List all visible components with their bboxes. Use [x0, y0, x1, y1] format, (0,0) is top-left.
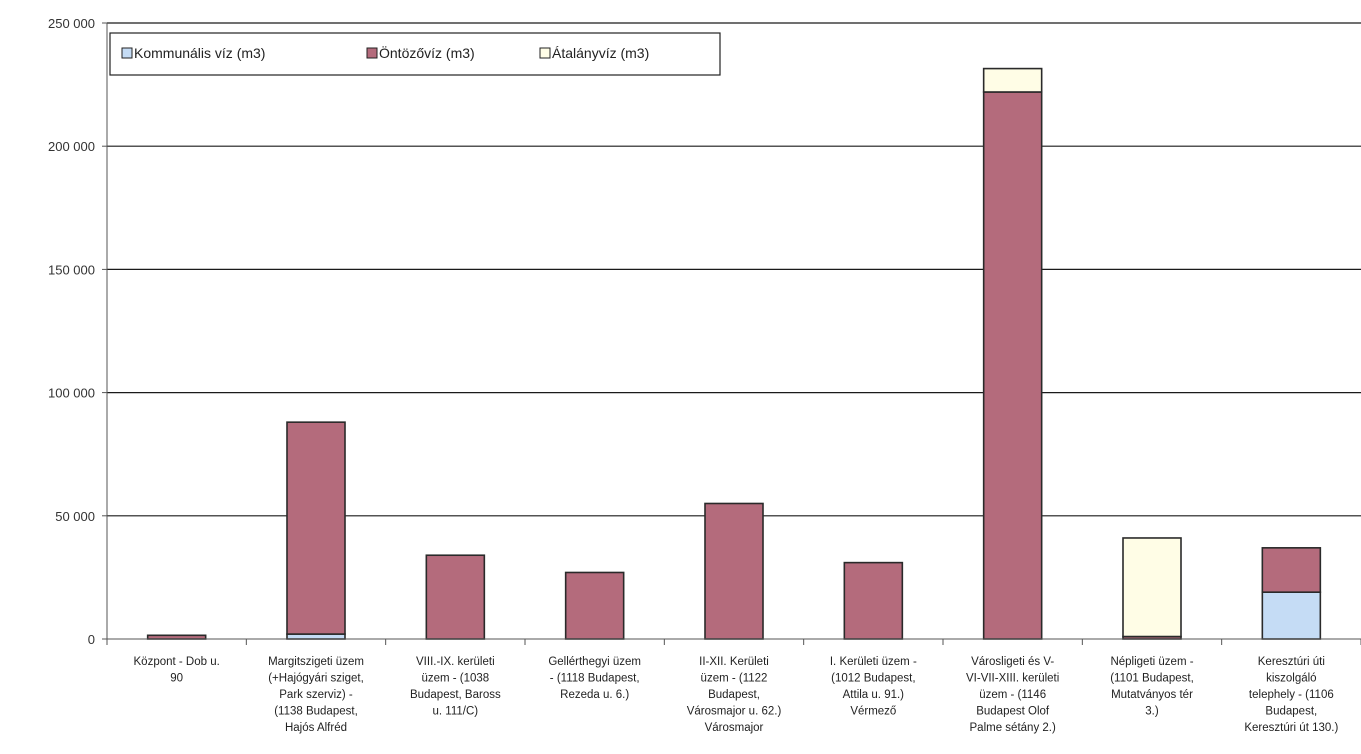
x-category-label-5: II-XII. Kerületi üzem - (1122 Budapest, Vár… — [687, 656, 782, 734]
bar-9-series-1 — [1261, 591, 1322, 640]
bar-3-series-2 — [425, 554, 486, 640]
legend-box — [109, 32, 721, 76]
legend: Kommunális víz (m3) Öntözővíz (m3) Átalány… — [109, 32, 721, 76]
x-category-label-7: Városligeti és V-VI-VII-XIII. kerületi üz… — [966, 656, 1059, 734]
x-category-label-3: VIII.-IX. kerületi üzem - (1038 Budapest, … — [410, 656, 501, 718]
y-tick-label-5: 250 000 — [48, 16, 95, 31]
y-tick-label-4: 200 000 — [48, 139, 95, 154]
bar-4-series-2 — [564, 571, 625, 640]
bar-2-series-2 — [286, 421, 346, 635]
bar-8-series-3 — [1122, 537, 1182, 638]
legend-swatch-2 — [366, 47, 378, 59]
x-category-labels: Központ - Dob u. 90 Margitszigeti üzem (+Ha… — [134, 656, 1339, 734]
axes — [102, 22, 1361, 645]
x-category-label-2: Margitszigeti üzem (+Hajógyári sziget, Par… — [268, 656, 364, 734]
bars — [146, 67, 1322, 640]
legend-label-1: Kommunális víz (m3) — [134, 45, 265, 61]
x-category-label-8: Népligeti üzem -(1101 Budapest, Mutatvány… — [1110, 656, 1194, 718]
y-tick-label-3: 150 000 — [48, 262, 95, 277]
legend-label-3: Átalányvíz (m3) — [552, 45, 649, 61]
x-category-label-6: I. Kerületi üzem -(1012 Budapest, Attila … — [830, 656, 917, 718]
bar-7-series-3 — [982, 67, 1043, 93]
y-tick-labels: 0 50 000 100 000 150 000 200 000 250 000 — [48, 16, 95, 647]
x-category-label-4: Gellérthegyi üzem - (1118 Budapest, Rezeda… — [548, 656, 641, 701]
y-tick-label-1: 50 000 — [55, 509, 95, 524]
legend-swatch-1 — [121, 47, 133, 59]
bar-5-series-2 — [704, 502, 764, 640]
bar-9-series-2 — [1261, 547, 1322, 593]
x-category-label-9: Keresztúri úti kiszolgáló telephely - (110… — [1244, 656, 1338, 734]
y-tick-label-0: 0 — [88, 632, 95, 647]
x-category-label-1: Központ - Dob u. 90 — [134, 656, 220, 685]
bar-7-series-2 — [982, 91, 1043, 640]
legend-label-2: Öntözővíz (m3) — [379, 44, 475, 61]
gridlines — [107, 22, 1361, 517]
bar-6-series-2 — [843, 561, 904, 640]
legend-swatch-3 — [539, 47, 551, 59]
bar-1-series-2 — [146, 634, 207, 640]
y-tick-label-2: 100 000 — [48, 386, 95, 401]
